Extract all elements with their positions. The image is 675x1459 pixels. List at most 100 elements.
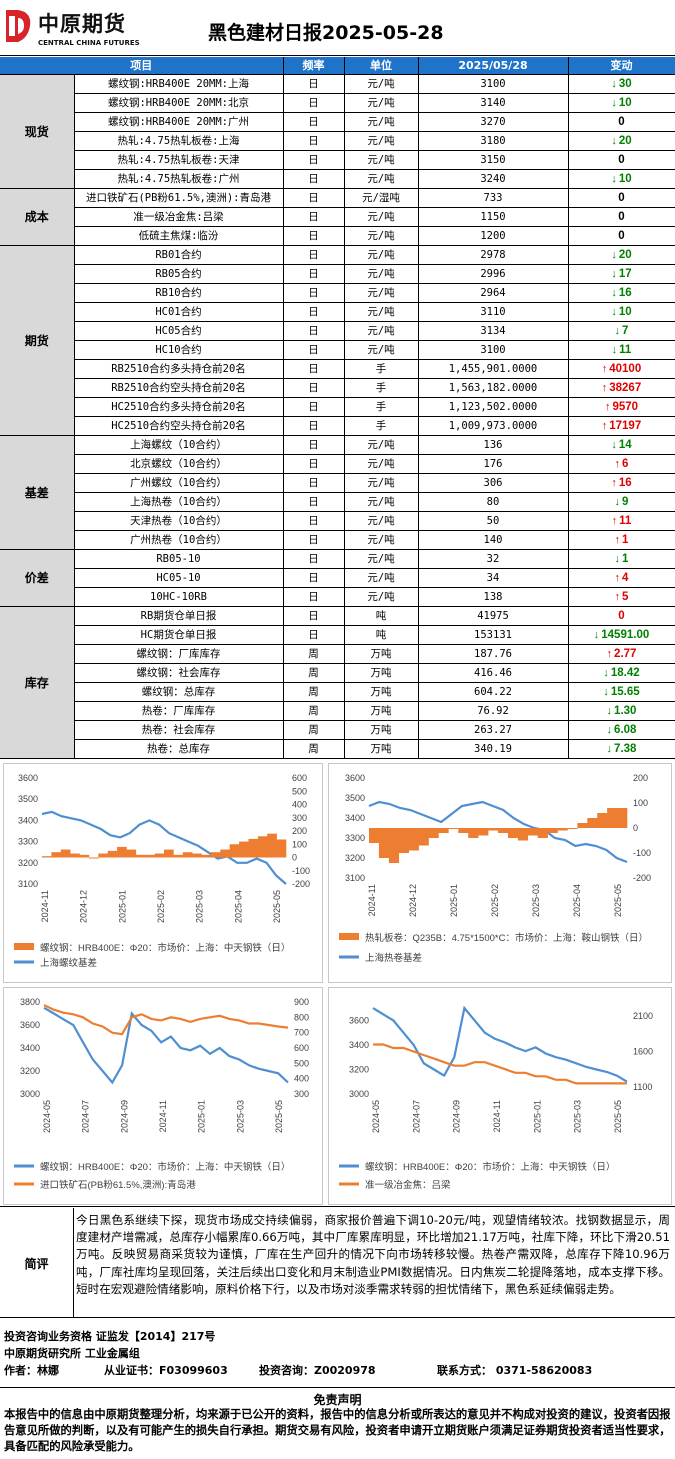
change-cell: 0	[568, 606, 675, 626]
change-value: 15.65	[610, 685, 640, 698]
table-row: 热轧:4.75热轧板卷:天津日元/吨 3150 0	[0, 150, 675, 170]
change-cell: ↓ 20	[568, 245, 675, 265]
y2-tick-label: 400	[294, 1074, 309, 1084]
value-cell: 2996	[418, 264, 569, 284]
y2-tick-label: 0	[292, 853, 297, 863]
y2-tick-label: 2100	[633, 1011, 653, 1021]
item-cell: RB2510合约多头持仓前20名	[74, 359, 284, 379]
unit-cell: 元/吨	[344, 207, 419, 227]
x-tick-label: 2024-12	[408, 884, 418, 917]
table-row: 现货 螺纹钢:HRB400E 20MM:上海日元/吨 3100 ↓ 30	[0, 74, 675, 189]
freq-cell: 日	[283, 568, 345, 588]
table-row: 库存 RB期货仓单日报日吨 41975 0	[0, 606, 675, 759]
change-value: 30	[618, 77, 632, 90]
y2-tick-label: 0	[633, 823, 638, 833]
freq-cell: 日	[283, 435, 345, 455]
table-row: HC01合约日元/吨 3110 ↓ 10	[0, 302, 675, 322]
value-cell: 1200	[418, 226, 569, 246]
arrow-down-icon: ↓	[611, 248, 617, 261]
unit-cell: 吨	[344, 625, 419, 645]
arrow-down-icon: ↓	[603, 685, 609, 698]
y2-tick-label: -200	[292, 879, 310, 889]
series-line	[43, 1004, 289, 1036]
company-logo: 中原期货 CENTRAL CHINA FUTURES	[4, 6, 159, 50]
change-cell: ↓ 6.08	[568, 720, 675, 740]
freq-cell: 日	[283, 283, 345, 303]
change-value: 11	[619, 514, 632, 527]
x-tick-label: 2025-03	[531, 884, 541, 917]
value-cell: 80	[418, 492, 569, 512]
x-tick-label: 2025-01	[449, 884, 459, 917]
change-cell: 0	[568, 112, 675, 132]
x-tick-label: 2024-12	[79, 890, 89, 923]
y-tick-label: 3300	[18, 837, 38, 847]
basis-bar	[210, 852, 221, 858]
table-row: HC05合约日元/吨 3134 ↓ 7	[0, 321, 675, 341]
change-cell: ↓ 9	[568, 492, 675, 512]
arrow-up-icon: ↑	[601, 362, 608, 375]
basis-bar	[135, 854, 146, 858]
basis-bar	[388, 828, 400, 863]
basis-bar	[398, 828, 409, 853]
x-tick-label: 2024-07	[81, 1100, 91, 1133]
value-cell: 187.76	[418, 644, 569, 664]
legend-label: 准一级冶金焦：吕梁	[365, 1179, 451, 1191]
series-line	[373, 1043, 627, 1085]
x-tick-label: 2025-05	[613, 1100, 623, 1133]
basis-bar	[51, 852, 62, 858]
change-cell: ↓ 7.38	[568, 739, 675, 759]
author-consult-id: 投资咨询：Z0020978	[259, 1364, 376, 1377]
x-tick-label: 2025-01	[532, 1100, 542, 1133]
change-cell: ↑ 16	[568, 473, 675, 493]
item-cell: HC期货仓单日报	[74, 625, 284, 645]
item-cell: 热卷：社会库存	[74, 720, 284, 740]
change-value: 20	[618, 134, 632, 147]
basis-bar	[248, 838, 259, 858]
change-value: 38267	[609, 381, 642, 394]
basis-bar	[458, 828, 469, 833]
item-cell: 螺纹钢:HRB400E 20MM:北京	[74, 93, 284, 113]
y-tick-label: 3600	[349, 1015, 369, 1025]
col-header-date: 2025/05/28	[418, 57, 569, 75]
item-cell: 进口铁矿石(PB粉61.5%,澳洲):青岛港	[74, 188, 284, 208]
basis-bar	[418, 828, 429, 846]
value-cell: 3180	[418, 131, 569, 151]
y-tick-label: 3200	[349, 1064, 369, 1074]
y-tick-label: 3400	[349, 1040, 369, 1050]
change-value: 4	[622, 571, 629, 584]
basis-bar	[547, 828, 558, 833]
change-cell: ↑ 4	[568, 568, 675, 588]
arrow-up-icon: ↑	[601, 419, 608, 432]
y-tick-label: 3800	[20, 997, 40, 1007]
change-cell: ↑ 17197	[568, 416, 675, 436]
change-cell: 0	[568, 207, 675, 227]
x-tick-label: 2025-05	[274, 1100, 284, 1133]
x-tick-label: 2024-05	[42, 1100, 52, 1133]
y2-tick-label: -100	[292, 866, 310, 876]
value-cell: 50	[418, 511, 569, 531]
value-cell: 1,563,182.0000	[418, 378, 569, 398]
value-cell: 140	[418, 530, 569, 550]
y-tick-label: 3100	[345, 873, 365, 883]
value-cell: 138	[418, 587, 569, 607]
arrow-down-icon: ↓	[614, 552, 621, 565]
change-cell: ↑ 5	[568, 587, 675, 607]
contact-phone: 联系方式： 0371-58620083	[437, 1364, 593, 1377]
col-header-freq: 频率	[283, 57, 345, 75]
basis-bar	[438, 828, 449, 833]
y2-tick-label: 300	[292, 813, 307, 823]
item-cell: 热轧:4.75热轧板卷:上海	[74, 131, 284, 151]
unit-cell: 手	[344, 397, 419, 417]
unit-cell: 元/吨	[344, 435, 419, 455]
table-row: 准一级冶金焦:吕梁日元/吨 1150 0	[0, 207, 675, 227]
arrow-down-icon: ↓	[611, 286, 617, 299]
change-value: 17	[618, 267, 632, 280]
freq-cell: 日	[283, 207, 345, 227]
freq-cell: 日	[283, 74, 345, 94]
basis-bar	[42, 856, 52, 858]
change-cell: ↓ 18.42	[568, 663, 675, 683]
basis-bar	[587, 818, 598, 828]
y-tick-label: 3000	[20, 1089, 40, 1099]
change-value: 14	[618, 438, 632, 451]
change-cell: ↓ 17	[568, 264, 675, 284]
